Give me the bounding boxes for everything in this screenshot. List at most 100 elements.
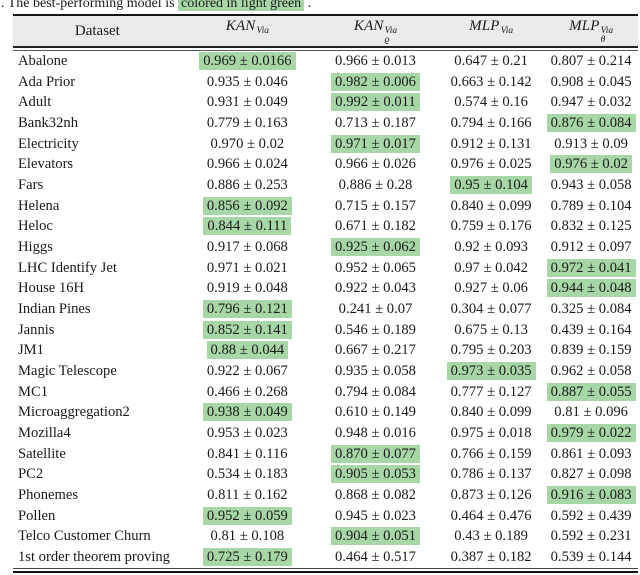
value-text: 0.794 ± 0.166 bbox=[450, 114, 532, 131]
value-cell: 0.81 ± 0.096 bbox=[544, 404, 638, 421]
value-cell: 0.973 ± 0.035 bbox=[438, 361, 544, 380]
value-cell: 0.925 ± 0.062 bbox=[313, 237, 438, 256]
best-value-highlight: 0.952 ± 0.059 bbox=[202, 506, 292, 525]
value-text: 0.935 ± 0.058 bbox=[335, 362, 416, 379]
value-cell: 0.913 ± 0.09 bbox=[544, 136, 638, 153]
value-cell: 0.759 ± 0.176 bbox=[438, 218, 544, 235]
value-cell: 0.81 ± 0.108 bbox=[182, 528, 313, 545]
dataset-name: Pollen bbox=[18, 507, 56, 524]
value-text: 0.931 ± 0.049 bbox=[206, 94, 288, 111]
value-cell: 0.795 ± 0.203 bbox=[438, 342, 544, 359]
best-value-highlight: 0.870 ± 0.077 bbox=[331, 444, 420, 463]
table-row: LHC Identify Jet 0.971 ± 0.021 0.952 ± 0.0… bbox=[13, 258, 638, 279]
value-text: 0.241 ± 0.07 bbox=[338, 300, 413, 317]
caption-highlight: colored in light green bbox=[178, 0, 305, 11]
value-text: 0.667 ± 0.217 bbox=[335, 342, 416, 359]
value-cell: 0.966 ± 0.013 bbox=[313, 53, 438, 70]
value-text: 0.962 ± 0.058 bbox=[550, 362, 632, 379]
best-value-highlight: 0.844 ± 0.111 bbox=[203, 217, 292, 236]
value-text: 0.97 ± 0.042 bbox=[454, 259, 528, 276]
value-text: 0.966 ± 0.026 bbox=[335, 156, 416, 173]
value-cell: 0.592 ± 0.439 bbox=[544, 508, 638, 525]
header-rule-thin bbox=[13, 50, 638, 51]
caption-suffix: . bbox=[304, 0, 312, 11]
best-value-highlight: 0.969 ± 0.0166 bbox=[199, 51, 296, 70]
table-bottom-rule-thin bbox=[13, 567, 638, 569]
value-cell: 0.870 ± 0.077 bbox=[313, 444, 438, 463]
value-text: 0.811 ± 0.162 bbox=[207, 486, 288, 503]
value-text: 0.943 ± 0.058 bbox=[550, 176, 632, 193]
value-text: 0.913 ± 0.09 bbox=[554, 135, 628, 152]
value-text: 0.713 ± 0.187 bbox=[335, 114, 416, 131]
value-text: 0.975 ± 0.018 bbox=[450, 424, 532, 441]
value-cell: 0.574 ± 0.16 bbox=[438, 94, 544, 111]
value-cell: 0.844 ± 0.111 bbox=[182, 217, 313, 236]
table-row: Electricity 0.970 ± 0.02 0.971 ± 0.017 0.91… bbox=[13, 134, 638, 155]
value-cell: 0.970 ± 0.02 bbox=[182, 136, 313, 153]
value-cell: 0.546 ± 0.189 bbox=[313, 322, 438, 339]
value-cell: 0.671 ± 0.182 bbox=[313, 218, 438, 235]
value-text: 0.966 ± 0.024 bbox=[206, 156, 288, 173]
value-cell: 0.904 ± 0.051 bbox=[313, 527, 438, 546]
dataset-name: Elevators bbox=[18, 156, 74, 173]
dataset-name: Magic Telescope bbox=[18, 362, 117, 379]
value-cell: 0.931 ± 0.049 bbox=[182, 94, 313, 111]
value-text: 0.840 ± 0.099 bbox=[450, 404, 532, 421]
value-cell: 0.796 ± 0.121 bbox=[182, 299, 313, 318]
dataset-name: Heloc bbox=[18, 218, 53, 235]
value-cell: 0.841 ± 0.116 bbox=[182, 446, 313, 463]
value-cell: 0.807 ± 0.214 bbox=[544, 53, 638, 70]
value-cell: 0.464 ± 0.476 bbox=[438, 508, 544, 525]
value-text: 0.43 ± 0.189 bbox=[454, 528, 528, 545]
value-cell: 0.916 ± 0.083 bbox=[544, 485, 638, 504]
dataset-name: Mozilla4 bbox=[18, 424, 71, 441]
value-cell: 0.592 ± 0.231 bbox=[544, 528, 638, 545]
value-cell: 0.539 ± 0.144 bbox=[544, 549, 638, 566]
header-subscript: ϱ bbox=[384, 34, 390, 45]
value-cell: 0.966 ± 0.024 bbox=[182, 156, 313, 173]
value-text: 0.439 ± 0.164 bbox=[550, 321, 632, 338]
value-cell: 0.675 ± 0.13 bbox=[438, 322, 544, 339]
table-row: Indian Pines 0.796 ± 0.121 0.241 ± 0.07 0.3… bbox=[13, 299, 638, 320]
value-cell: 0.464 ± 0.517 bbox=[313, 549, 438, 566]
value-cell: 0.922 ± 0.067 bbox=[182, 363, 313, 380]
value-cell: 0.971 ± 0.021 bbox=[182, 260, 313, 277]
best-value-highlight: 0.905 ± 0.053 bbox=[331, 465, 420, 484]
value-cell: 0.861 ± 0.093 bbox=[544, 446, 638, 463]
table-row: Elevators 0.966 ± 0.024 0.966 ± 0.026 0.976… bbox=[13, 154, 638, 175]
value-cell: 0.241 ± 0.07 bbox=[313, 301, 438, 318]
dataset-name: Abalone bbox=[18, 52, 68, 69]
table-row: Satellite 0.841 ± 0.116 0.870 ± 0.077 0.766… bbox=[13, 444, 638, 465]
table-top-rule bbox=[13, 14, 638, 16]
value-text: 0.304 ± 0.077 bbox=[450, 300, 532, 317]
column-header-kan-2: KAN Via ϱ bbox=[313, 18, 438, 45]
value-text: 0.794 ± 0.084 bbox=[335, 383, 416, 400]
table-row: MC1 0.466 ± 0.268 0.794 ± 0.084 0.777 ± 0.1… bbox=[13, 382, 638, 403]
value-cell: 0.912 ± 0.131 bbox=[438, 136, 544, 153]
value-cell: 0.840 ± 0.099 bbox=[438, 198, 544, 215]
value-text: 0.970 ± 0.02 bbox=[210, 135, 285, 152]
dataset-name: Higgs bbox=[18, 238, 53, 255]
value-cell: 0.938 ± 0.049 bbox=[182, 403, 313, 422]
header-rule-thick bbox=[13, 46, 638, 48]
dataset-name: Fars bbox=[18, 176, 44, 193]
table-body: Abalone 0.969 ± 0.0166 0.966 ± 0.013 0.647 … bbox=[13, 51, 638, 568]
caption-text-line: . The best-performing model is colored i… bbox=[1, 0, 640, 12]
value-cell: 0.466 ± 0.268 bbox=[182, 384, 313, 401]
value-cell: 0.943 ± 0.058 bbox=[544, 177, 638, 194]
value-text: 0.912 ± 0.131 bbox=[450, 135, 532, 152]
value-text: 0.464 ± 0.476 bbox=[450, 507, 532, 524]
value-cell: 0.947 ± 0.032 bbox=[544, 94, 638, 111]
table-row: Abalone 0.969 ± 0.0166 0.966 ± 0.013 0.647 … bbox=[13, 51, 638, 72]
dataset-name: Bank32nh bbox=[18, 114, 78, 131]
value-cell: 0.952 ± 0.065 bbox=[313, 260, 438, 277]
value-cell: 0.786 ± 0.137 bbox=[438, 466, 544, 483]
value-text: 0.387 ± 0.182 bbox=[450, 548, 532, 565]
dataset-name: Helena bbox=[18, 197, 60, 214]
value-cell: 0.325 ± 0.084 bbox=[544, 301, 638, 318]
value-text: 0.952 ± 0.065 bbox=[335, 259, 416, 276]
value-text: 0.840 ± 0.099 bbox=[450, 197, 532, 214]
value-text: 0.948 ± 0.016 bbox=[335, 424, 416, 441]
value-text: 0.912 ± 0.097 bbox=[550, 238, 632, 255]
column-header-dataset: Dataset bbox=[74, 22, 120, 39]
